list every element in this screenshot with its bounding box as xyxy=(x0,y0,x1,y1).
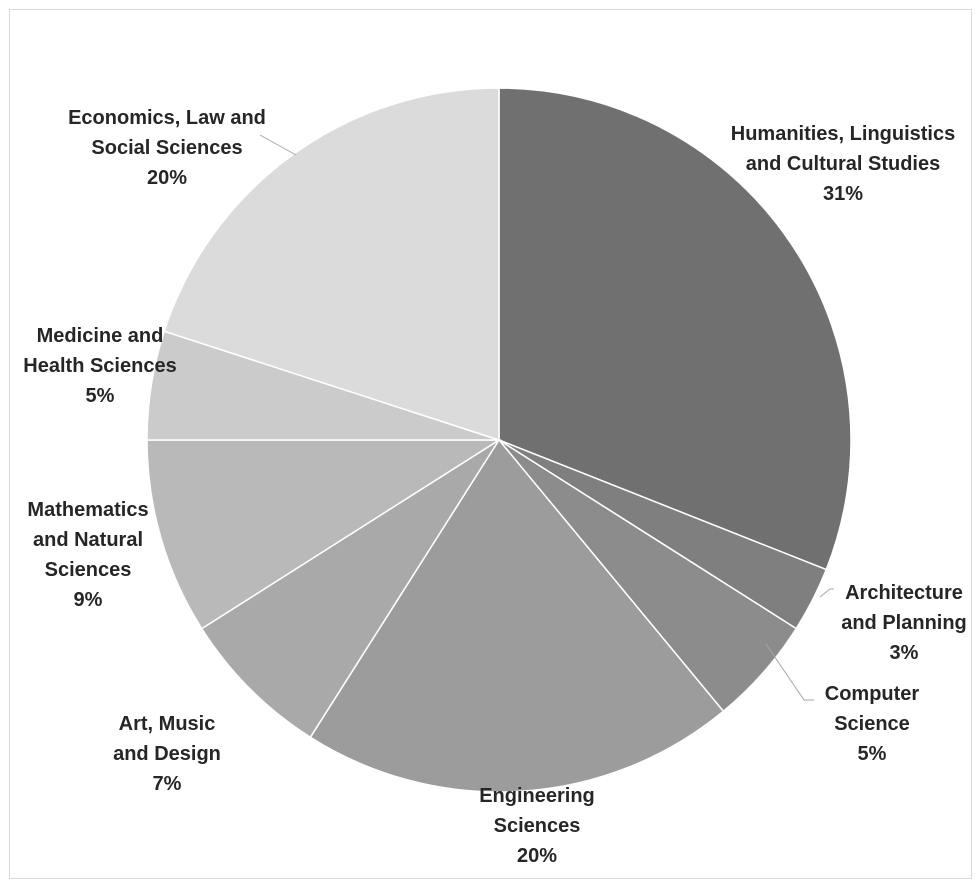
slices-layer xyxy=(146,87,852,793)
slice-label-line: Science xyxy=(834,713,910,735)
slice-percent: 31% xyxy=(823,183,863,205)
slice-label: Architecture and Planning 3% xyxy=(841,582,967,664)
slice-percent: 20% xyxy=(147,167,187,189)
slice-percent: 5% xyxy=(858,743,887,765)
slice-percent: 9% xyxy=(74,589,103,611)
slice-label-line: and Natural xyxy=(33,529,143,551)
pie-slice xyxy=(498,87,852,571)
slice-percent: 7% xyxy=(153,773,182,795)
slice-label-line: Architecture xyxy=(845,582,963,604)
slice-percent: 5% xyxy=(86,385,115,407)
slice-label-line: Computer xyxy=(825,683,920,705)
slice-label-line: Art, Music xyxy=(119,713,216,735)
slice-label-line: Medicine and xyxy=(37,325,164,347)
leader-line xyxy=(765,643,814,701)
slice-label: Humanities, Linguistics and Cultural Stud… xyxy=(731,123,955,205)
slice-label-line: Economics, Law and xyxy=(68,107,266,129)
slice-label-line: and Planning xyxy=(841,612,967,634)
leader-lines xyxy=(259,134,834,701)
slice-label-line: Humanities, Linguistics xyxy=(731,123,955,145)
slice-label-line: Engineering xyxy=(479,785,595,807)
slice-label: Medicine and Health Sciences 5% xyxy=(23,325,176,407)
slice-label: Computer Science 5% xyxy=(825,683,920,765)
slice-label-line: and Design xyxy=(113,743,221,765)
pie-slice xyxy=(200,439,500,739)
slice-label-line: Social Sciences xyxy=(91,137,242,159)
pie-slice xyxy=(163,87,500,442)
leader-line xyxy=(259,134,297,156)
slice-percent: 3% xyxy=(890,642,919,664)
slice-label-line: Health Sciences xyxy=(23,355,176,377)
slice-label-line: and Cultural Studies xyxy=(746,153,940,175)
slice-label-line: Sciences xyxy=(45,559,132,581)
pie-slice xyxy=(309,438,725,793)
slice-percent: 20% xyxy=(517,845,557,867)
slice-label: Economics, Law and Social Sciences 20% xyxy=(68,107,266,189)
pie-slice xyxy=(146,439,502,630)
slice-label: Mathematics and Natural Sciences 9% xyxy=(27,499,148,611)
slice-label-line: Mathematics xyxy=(27,499,148,521)
slice-label: Art, Music and Design 7% xyxy=(113,713,221,795)
slice-label-line: Sciences xyxy=(494,815,581,837)
labels-layer: Humanities, Linguistics and Cultural Stud… xyxy=(23,107,966,867)
slice-label: Engineering Sciences 20% xyxy=(479,785,595,867)
leader-line xyxy=(819,588,834,598)
